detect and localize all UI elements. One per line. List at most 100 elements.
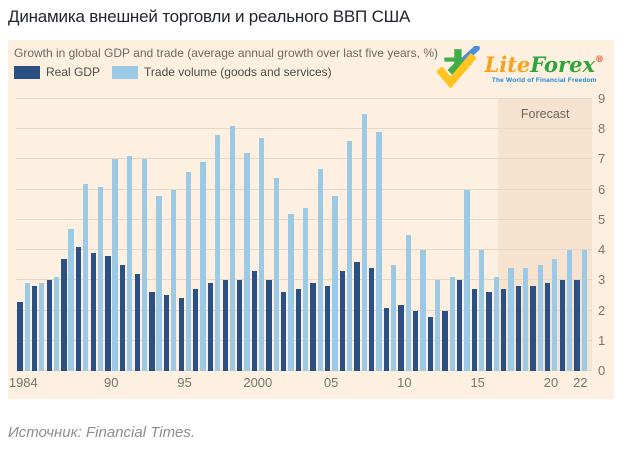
bar-trade-volume-1986 bbox=[53, 277, 60, 371]
liteforex-brand: LiteForex® bbox=[484, 54, 604, 75]
bar-trade-volume-1998 bbox=[229, 126, 235, 371]
brand-lite: Lite bbox=[484, 52, 531, 77]
bar-trade-volume-2015 bbox=[478, 250, 485, 371]
legend-item-real-gdp: Real GDP bbox=[14, 65, 100, 79]
bar-trade-volume-2013 bbox=[449, 277, 455, 371]
bar-trade-volume-1985 bbox=[39, 283, 45, 371]
chart-subtitle: Growth in global GDP and trade (average … bbox=[14, 46, 438, 60]
chart-panel: Growth in global GDP and trade (average … bbox=[8, 40, 614, 399]
y-axis-label-1: 1 bbox=[598, 332, 606, 348]
bar-real-gdp-1987 bbox=[61, 259, 67, 371]
bar-real-gdp-2004 bbox=[310, 283, 316, 371]
bar-trade-volume-2011 bbox=[420, 250, 426, 371]
y-axis-label-7: 7 bbox=[598, 151, 606, 167]
y-axis-label-0: 0 bbox=[598, 363, 606, 378]
y-axis-label-4: 4 bbox=[598, 242, 606, 258]
legend-label-trade-volume: Trade volume (goods and services) bbox=[144, 65, 332, 79]
y-axis-label-5: 5 bbox=[598, 211, 606, 227]
liteforex-text: LiteForex® The World of Financial Freedo… bbox=[484, 54, 604, 84]
bar-trade-volume-1997 bbox=[215, 135, 221, 371]
legend-item-trade-volume: Trade volume (goods and services) bbox=[112, 65, 332, 79]
bar-real-gdp-2020 bbox=[544, 283, 551, 371]
bar-trade-volume-1991 bbox=[127, 156, 133, 371]
plot-area: Forecast bbox=[16, 98, 592, 371]
bar-trade-volume-2009 bbox=[390, 265, 397, 371]
bar-real-gdp-2016 bbox=[486, 292, 492, 371]
y-axis-label-8: 8 bbox=[598, 121, 606, 137]
bar-real-gdp-2012 bbox=[427, 316, 434, 371]
bar-trade-volume-2017 bbox=[508, 268, 514, 371]
chart-area: Forecast 0 1 2 3 4 5 6 7 8 9 1984 90 95 2000 05 10 15 20 2… bbox=[9, 91, 614, 390]
bar-real-gdp-1995 bbox=[178, 298, 184, 371]
legend-swatch-trade-volume bbox=[112, 65, 139, 79]
bar-trade-volume-1993 bbox=[156, 195, 162, 371]
bar-real-gdp-1985 bbox=[31, 286, 38, 371]
bar-real-gdp-1986 bbox=[46, 280, 52, 371]
bar-real-gdp-1991 bbox=[119, 265, 126, 371]
bar-real-gdp-2011 bbox=[413, 310, 419, 371]
bar-trade-volume-2021 bbox=[566, 250, 573, 371]
gridline-7 bbox=[16, 158, 592, 160]
y-axis-label-6: 6 bbox=[598, 181, 606, 197]
legend-swatch-real-gdp bbox=[14, 65, 40, 79]
bar-trade-volume-1992 bbox=[141, 159, 148, 371]
bar-trade-volume-2004 bbox=[317, 168, 323, 371]
bar-trade-volume-1988 bbox=[83, 183, 89, 371]
bar-real-gdp-2005 bbox=[325, 286, 331, 371]
x-axis-label-2022: 22 bbox=[573, 375, 588, 390]
bar-real-gdp-1994 bbox=[163, 295, 170, 371]
liteforex-logo: LiteForex® The World of Financial Freedo… bbox=[436, 46, 604, 92]
bar-trade-volume-2014 bbox=[464, 189, 470, 371]
bar-trade-volume-1996 bbox=[200, 162, 206, 371]
bar-real-gdp-2002 bbox=[281, 292, 287, 371]
bar-real-gdp-1984 bbox=[17, 301, 23, 371]
bar-real-gdp-2008 bbox=[369, 268, 375, 371]
x-axis-label-2015: 15 bbox=[470, 375, 485, 390]
bar-trade-volume-2006 bbox=[346, 141, 353, 371]
x-axis-label-1984: 1984 bbox=[8, 375, 38, 390]
bar-trade-volume-2012 bbox=[434, 280, 441, 371]
bar-trade-volume-1990 bbox=[112, 159, 118, 371]
bar-trade-volume-2018 bbox=[522, 268, 529, 371]
bar-trade-volume-2019 bbox=[537, 265, 543, 371]
liteforex-icon bbox=[436, 46, 481, 89]
bar-trade-volume-1989 bbox=[97, 186, 104, 371]
bar-trade-volume-2020 bbox=[552, 259, 558, 371]
x-axis-label-2000: 2000 bbox=[243, 375, 273, 390]
bar-trade-volume-1994 bbox=[171, 189, 177, 371]
source-caption: Источник: Financial Times. bbox=[8, 424, 196, 441]
bar-trade-volume-2016 bbox=[493, 277, 499, 371]
gridline-6 bbox=[16, 188, 592, 190]
bar-trade-volume-1984 bbox=[24, 283, 30, 371]
bar-trade-volume-2007 bbox=[361, 114, 367, 371]
bar-real-gdp-1988 bbox=[75, 247, 82, 371]
bar-real-gdp-2021 bbox=[559, 280, 565, 371]
bar-real-gdp-2013 bbox=[442, 310, 448, 371]
y-axis-label-2: 2 bbox=[598, 302, 606, 318]
bar-real-gdp-2018 bbox=[515, 286, 521, 371]
x-axis-label-2010: 10 bbox=[397, 375, 412, 390]
bar-real-gdp-1990 bbox=[105, 256, 111, 371]
chart-legend: Real GDP Trade volume (goods and service… bbox=[14, 65, 332, 79]
x-axis-label-1990: 90 bbox=[104, 375, 119, 390]
bar-trade-volume-2005 bbox=[332, 195, 338, 371]
bar-real-gdp-1999 bbox=[237, 280, 243, 371]
bar-real-gdp-1992 bbox=[134, 274, 140, 371]
bar-trade-volume-1999 bbox=[244, 153, 250, 371]
bar-real-gdp-2010 bbox=[398, 304, 404, 371]
gridline-8 bbox=[16, 128, 592, 130]
bar-real-gdp-2022 bbox=[574, 280, 580, 371]
bar-real-gdp-1989 bbox=[90, 253, 96, 371]
bar-real-gdp-2001 bbox=[266, 280, 272, 371]
bar-real-gdp-2017 bbox=[501, 289, 507, 371]
bar-real-gdp-1997 bbox=[207, 283, 214, 371]
bar-real-gdp-2003 bbox=[295, 289, 302, 371]
bar-real-gdp-2019 bbox=[530, 286, 536, 371]
bar-real-gdp-2009 bbox=[383, 307, 390, 371]
brand-forex: Forex bbox=[530, 52, 595, 77]
bar-trade-volume-2001 bbox=[273, 177, 279, 371]
legend-label-real-gdp: Real GDP bbox=[46, 65, 101, 79]
x-axis-label-2005: 05 bbox=[323, 375, 339, 390]
page-title: Динамика внешней торговли и реального ВВ… bbox=[8, 7, 411, 26]
bar-trade-volume-2010 bbox=[405, 235, 411, 371]
